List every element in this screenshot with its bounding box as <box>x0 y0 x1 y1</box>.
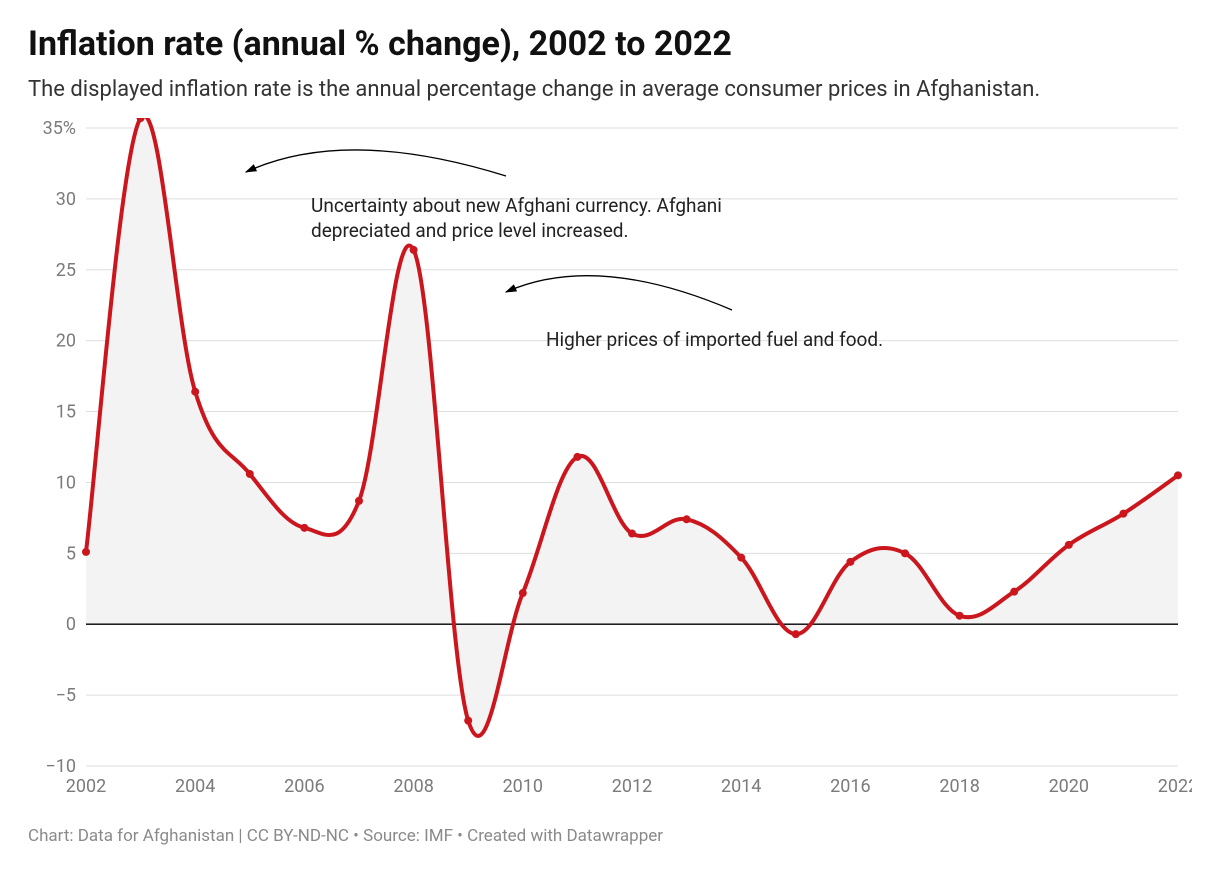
x-tick-label: 2020 <box>1049 776 1089 797</box>
data-point <box>1010 588 1018 596</box>
data-point <box>846 558 854 566</box>
x-tick-label: 2016 <box>830 776 870 797</box>
data-point <box>300 524 308 532</box>
x-tick-label: 2022 <box>1158 776 1192 797</box>
data-point <box>1174 472 1182 480</box>
y-tick-label: 20 <box>56 331 76 352</box>
y-tick-label: 10 <box>56 473 76 494</box>
x-tick-label: 2012 <box>612 776 652 797</box>
data-point <box>737 554 745 562</box>
y-tick-label: 0 <box>66 615 76 636</box>
chart-area: −10 −5 0 5 10 15 20 25 30 35% 2002 2004 2006 2008 2010… <box>28 118 1192 812</box>
y-tick-label: 35% <box>43 118 76 139</box>
data-point <box>464 717 472 725</box>
x-tick-label: 2010 <box>503 776 543 797</box>
data-point <box>628 530 636 538</box>
data-point <box>82 548 90 556</box>
data-point <box>792 631 800 639</box>
x-tick-label: 2014 <box>721 776 761 797</box>
y-tick-label: −5 <box>56 686 76 707</box>
x-tick-label: 2018 <box>939 776 979 797</box>
data-point <box>355 497 363 505</box>
data-point <box>901 550 909 558</box>
data-point <box>573 453 581 461</box>
chart-footer: Chart: Data for Afghanistan | CC BY-ND-N… <box>28 826 1192 846</box>
data-point <box>410 246 418 254</box>
annotation-arrow <box>506 276 732 310</box>
data-point <box>683 516 691 524</box>
y-tick-label: 5 <box>66 544 76 565</box>
annotation-arrow <box>246 150 506 176</box>
y-tick-label: 15 <box>56 402 76 423</box>
data-point <box>956 612 964 620</box>
chart-subtitle: The displayed inflation rate is the annu… <box>28 75 1148 105</box>
data-point <box>519 590 527 598</box>
y-tick-label: 30 <box>56 189 76 210</box>
y-tick-label: 25 <box>56 260 76 281</box>
x-tick-label: 2006 <box>284 776 324 797</box>
annotation-text: Uncertainty about new Afghani currency. … <box>311 194 811 243</box>
data-point <box>1065 541 1073 549</box>
x-tick-label: 2002 <box>66 776 106 797</box>
x-tick-label: 2008 <box>393 776 433 797</box>
annotation-text: Higher prices of imported fuel and food. <box>546 328 986 353</box>
y-tick-label: −10 <box>45 756 76 777</box>
data-point <box>1119 510 1127 518</box>
data-point <box>191 388 199 396</box>
data-point <box>246 470 254 478</box>
x-tick-label: 2004 <box>175 776 215 797</box>
chart-title: Inflation rate (annual % change), 2002 t… <box>28 24 1192 65</box>
